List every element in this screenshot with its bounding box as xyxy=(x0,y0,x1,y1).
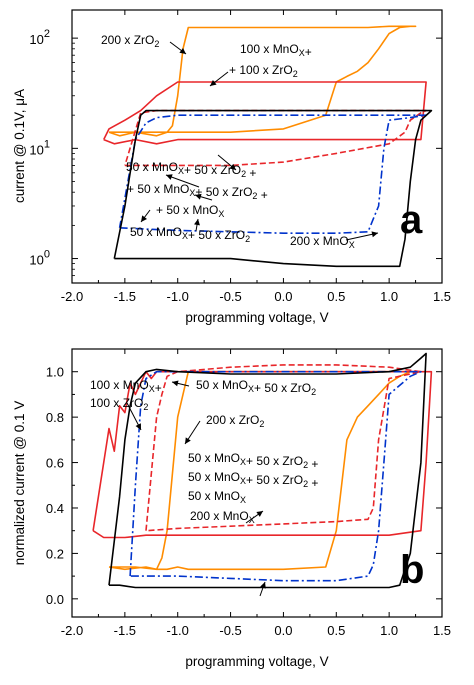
x-tick-label: -2.0 xyxy=(61,289,83,304)
panel-a-letter: a xyxy=(400,198,423,242)
x-tick-label: -1.5 xyxy=(114,623,136,638)
annotation-label: + 50 x MnOX xyxy=(156,203,224,219)
x-tick-label: 1.5 xyxy=(433,623,451,638)
panel-b-x-axis-label: programming voltage, V xyxy=(185,654,328,669)
x-tick-label: 1.5 xyxy=(433,289,451,304)
series-line-1 xyxy=(108,25,417,137)
panel-a-arrows xyxy=(140,41,379,241)
annotation-label: 100 x MnOX+ xyxy=(90,378,162,395)
y-tick-label: 0.6 xyxy=(46,456,64,471)
annotation-arrowhead xyxy=(172,380,179,387)
annotation-arrowhead xyxy=(135,423,141,430)
annotation-label: 200 x MnOX xyxy=(290,234,355,250)
x-tick-label: -0.5 xyxy=(219,289,241,304)
y-tick-label: 0.4 xyxy=(46,501,64,516)
annotation-arrowhead xyxy=(195,193,202,200)
annotation-arrowhead xyxy=(371,231,378,238)
x-tick-label: 0.5 xyxy=(327,623,345,638)
series-line-2 xyxy=(102,81,427,145)
y-tick-label: 102 xyxy=(29,28,50,47)
annotation-arrowhead xyxy=(229,163,236,170)
x-tick-label: 1.0 xyxy=(380,289,398,304)
x-tick-label: 0.0 xyxy=(274,289,292,304)
annotation-arrowhead xyxy=(185,437,191,444)
y-tick-label: 0.0 xyxy=(46,592,64,607)
panel-a-y-ticks: 100 101 102 xyxy=(29,28,442,284)
series-line-3 xyxy=(124,109,427,167)
annotation-label: 200 x ZrO2 xyxy=(101,33,159,49)
panel-a-chart: -2.0 -1.5 -1.0 -0.5 0.0 0.5 1.0 1.5 100 101 102 p… xyxy=(12,9,451,325)
panel-a-annotations: 200 x ZrO2 100 x MnOX+ + 100 x ZrO2 50 x Mn… xyxy=(101,33,355,250)
x-tick-label: 1.0 xyxy=(380,623,398,638)
x-tick-label: -0.5 xyxy=(219,623,241,638)
x-tick-label: -1.0 xyxy=(167,623,189,638)
x-tick-label: -1.0 xyxy=(167,289,189,304)
annotation-arrowhead xyxy=(210,79,217,86)
x-tick-label: -1.5 xyxy=(114,289,136,304)
panel-b-annotations: 100 x MnOX+100 x ZrO2 50 x MnOX+ 50 x ZrO… xyxy=(90,378,318,525)
annotation-label: 100 x MnOX+ xyxy=(240,42,312,59)
annotation-label: + 50 x MnOX+ 50 x ZrO2 + xyxy=(127,182,268,202)
annotation-label: 50 x MnOX+ 50 x ZrO2 + xyxy=(126,160,256,180)
y-tick-label: 1.0 xyxy=(46,365,64,380)
x-tick-label: -2.0 xyxy=(61,623,83,638)
panel-b-y-axis-label: normalized current @ 0.1 V xyxy=(12,401,27,566)
y-tick-label: 100 xyxy=(29,249,50,268)
panel-b-letter: b xyxy=(400,548,424,592)
annotation-label: 50 x MnOX+ 50 x ZrO2 xyxy=(130,225,250,244)
panel-b-series xyxy=(92,352,433,589)
panel-b-y-ticks: 0.0 0.2 0.4 0.6 0.8 1.0 xyxy=(46,365,442,607)
annotation-arrowhead xyxy=(194,219,200,226)
panel-a-x-axis-label: programming voltage, V xyxy=(185,310,328,325)
annotation-arrowhead xyxy=(256,511,263,517)
series-line-1 xyxy=(108,370,422,571)
panel-a-y-axis-label: current @ 0.1V, μA xyxy=(12,89,27,203)
panel-a-series xyxy=(102,25,433,268)
annotation-label: 50 x MnOX+ 50 x ZrO2 xyxy=(196,378,316,397)
annotation-label: 50 x MnOX+ 50 x ZrO2 + xyxy=(188,470,318,490)
annotation-label: 50 x MnOX+ 50 x ZrO2 + xyxy=(188,451,318,471)
y-tick-label: 101 xyxy=(29,138,50,157)
series-line-5 xyxy=(113,109,433,268)
series-line-4 xyxy=(129,370,422,582)
annotation-label: 50 x MnOX xyxy=(188,489,246,505)
panel-a-x-ticks: -2.0 -1.5 -1.0 -0.5 0.0 0.5 1.0 1.5 xyxy=(61,10,451,304)
series-line-4 xyxy=(118,114,427,234)
y-tick-label: 0.2 xyxy=(46,546,64,561)
panel-b-x-ticks: -2.0 -1.5 -1.0 -0.5 0.0 0.5 1.0 1.5 xyxy=(61,349,451,638)
x-tick-label: 0.5 xyxy=(327,289,345,304)
annotation-arrowhead xyxy=(179,48,186,54)
panel-b-chart: -2.0 -1.5 -1.0 -0.5 0.0 0.5 1.0 1.5 0.00.20.40.… xyxy=(12,348,451,669)
annotation-arrowhead xyxy=(166,174,173,180)
annotation-label: 200 x MnOX xyxy=(190,509,255,525)
annotation-arrowhead xyxy=(141,215,147,222)
series-line-3 xyxy=(145,364,422,532)
annotation-label: + 100 x ZrO2 xyxy=(229,63,298,79)
annotation-label: 100 x ZrO2 xyxy=(90,396,148,412)
series-line-5 xyxy=(108,352,427,589)
y-tick-label: 0.8 xyxy=(46,410,64,425)
x-tick-label: 0.0 xyxy=(274,623,292,638)
panel-b-arrows xyxy=(126,380,266,597)
annotation-label: 200 x ZrO2 xyxy=(206,413,264,429)
annotation-arrowhead xyxy=(260,582,266,589)
